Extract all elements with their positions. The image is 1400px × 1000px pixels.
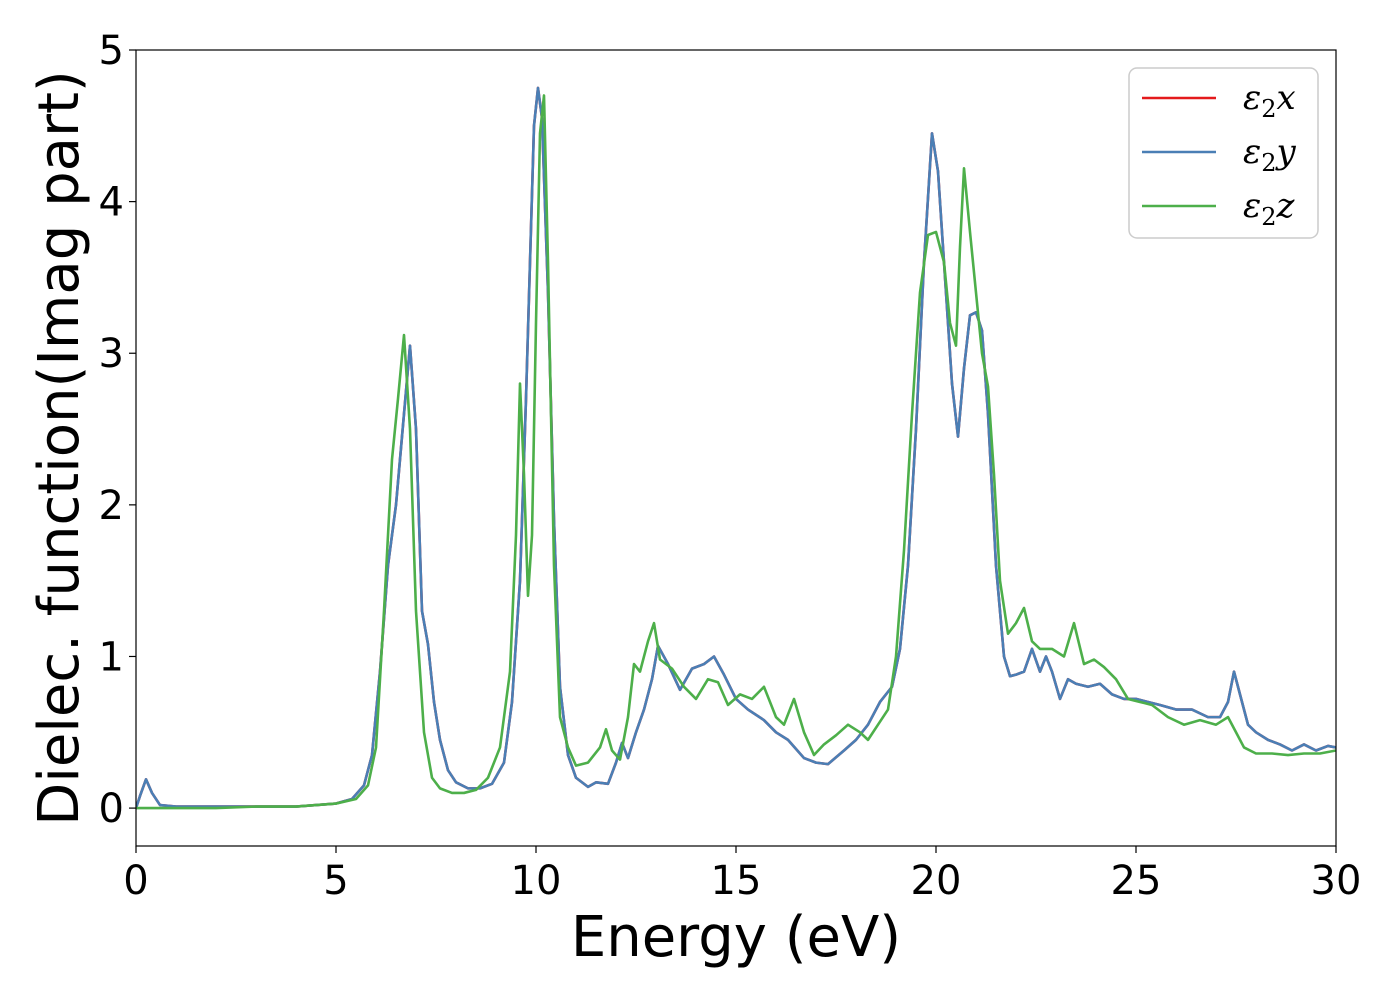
y-tick-label: 2 xyxy=(99,483,124,529)
legend-label-2: ε2y xyxy=(1243,132,1297,177)
y-axis-title: Dielec. function(Imag part) xyxy=(27,70,92,826)
legend: ε2x ε2y ε2z xyxy=(1128,67,1319,239)
x-tick-label: 30 xyxy=(1311,858,1362,904)
x-axis: 0 5 10 15 20 25 30 xyxy=(123,846,1361,904)
series-line-3 xyxy=(136,94,1336,810)
x-tick-label: 0 xyxy=(123,858,148,904)
series-line-2 xyxy=(136,86,1336,810)
x-axis-title: Energy (eV) xyxy=(571,905,901,970)
y-tick-label: 5 xyxy=(99,28,124,74)
x-tick-label: 20 xyxy=(911,858,962,904)
legend-label-3: ε2z xyxy=(1243,186,1296,231)
x-tick-label: 15 xyxy=(711,858,762,904)
x-tick-label: 25 xyxy=(1111,858,1162,904)
y-tick-label: 0 xyxy=(99,786,124,832)
series-layer xyxy=(136,86,1336,810)
legend-frame xyxy=(1128,67,1319,239)
y-axis: 0 1 2 3 4 5 xyxy=(99,28,136,832)
legend-label-1: ε2x xyxy=(1243,78,1296,123)
y-tick-label: 3 xyxy=(99,331,124,377)
y-tick-label: 1 xyxy=(99,634,124,680)
y-tick-label: 4 xyxy=(99,180,124,226)
x-tick-label: 5 xyxy=(323,858,348,904)
x-tick-label: 10 xyxy=(511,858,562,904)
